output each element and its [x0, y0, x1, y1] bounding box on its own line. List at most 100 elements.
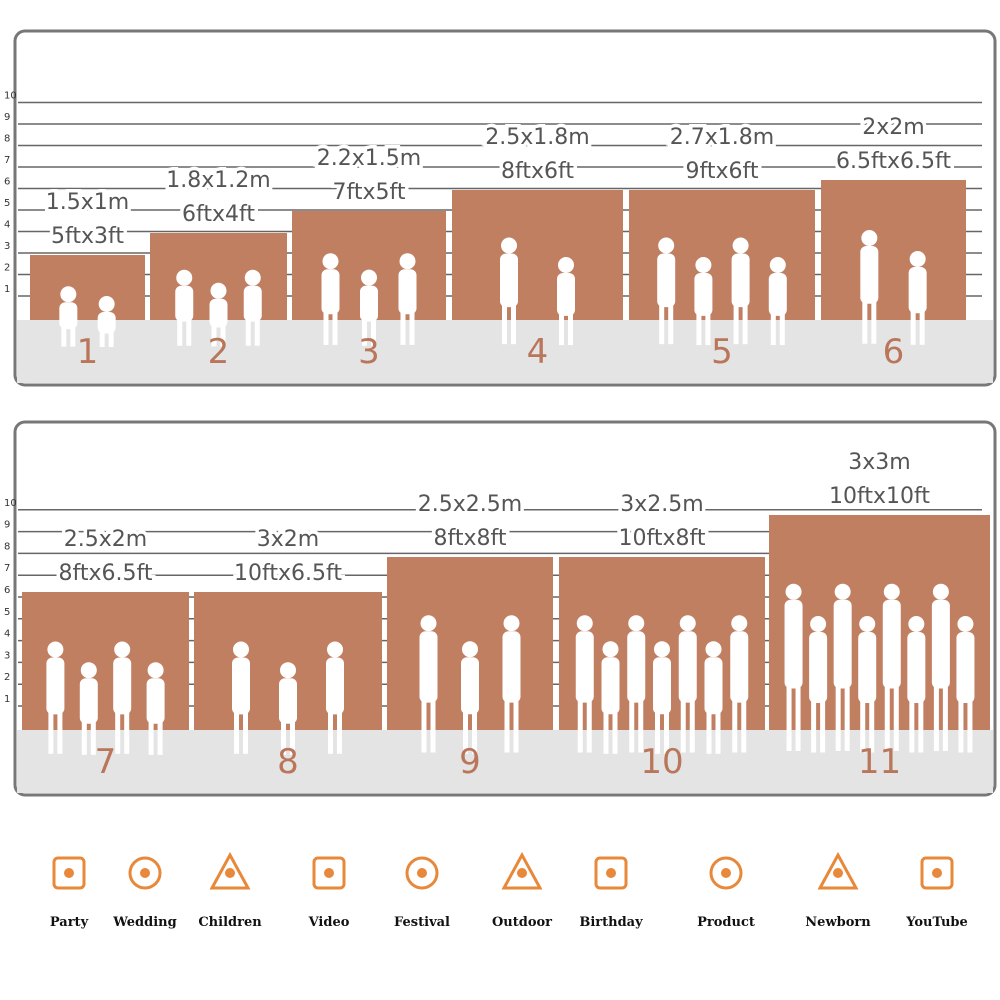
icon-shape: [932, 868, 942, 878]
silhouette: [742, 305, 748, 345]
silhouette: [908, 267, 927, 314]
scale-label: 2: [4, 672, 10, 683]
silhouette: [220, 325, 226, 347]
silhouette: [861, 230, 878, 246]
icon-shape: [417, 868, 427, 878]
silhouette: [883, 583, 900, 600]
usage-icon: [128, 856, 162, 890]
size-imperial: 10ftx6.5ft: [234, 561, 342, 586]
silhouette: [586, 700, 592, 753]
silhouette: [243, 712, 248, 754]
silhouette: [694, 273, 713, 316]
size-imperial: 7ftx5ft: [333, 180, 406, 205]
silhouette: [715, 712, 721, 754]
silhouette: [603, 712, 609, 754]
size-metric: 3x2.5m: [620, 492, 703, 517]
silhouette: [70, 327, 76, 347]
silhouette: [79, 678, 98, 724]
silhouette: [834, 583, 851, 600]
silhouette: [557, 273, 575, 316]
usage-icon: [501, 851, 543, 890]
silhouette: [810, 616, 827, 632]
silhouette: [695, 257, 712, 273]
silhouette: [80, 662, 97, 679]
silhouette: [882, 599, 901, 689]
usage-label: Product: [697, 915, 755, 930]
icon-shape: [128, 856, 162, 890]
silhouette: [679, 615, 696, 632]
silhouette: [860, 700, 866, 753]
silhouette: [577, 700, 583, 753]
silhouette: [501, 237, 517, 254]
scale-label: 10: [4, 498, 17, 509]
silhouette: [833, 599, 852, 689]
silhouette: [211, 325, 217, 347]
size-metric: 2.5x1.8m: [485, 125, 589, 150]
scale-label: 2: [4, 263, 10, 274]
silhouette: [768, 273, 787, 316]
silhouette: [858, 632, 877, 703]
silhouette: [210, 282, 227, 299]
icon-shape: [920, 856, 954, 890]
silhouette: [638, 700, 644, 753]
silhouette: [60, 286, 77, 303]
silhouette: [399, 253, 416, 270]
silhouette: [770, 313, 776, 346]
size-number: 5: [711, 332, 733, 372]
silhouette: [209, 298, 228, 328]
silhouette: [705, 313, 711, 346]
silhouette: [653, 657, 671, 715]
size-number: 9: [459, 742, 481, 782]
usage-label: Party: [50, 915, 89, 930]
silhouette: [731, 615, 748, 632]
icon-shape: [209, 851, 251, 890]
silhouette: [321, 269, 340, 315]
silhouette: [81, 721, 87, 755]
icon-shape: [833, 868, 843, 878]
silhouette: [323, 312, 329, 345]
size-imperial: 10ftx8ft: [619, 526, 706, 551]
silhouette: [400, 312, 406, 345]
silhouette: [245, 319, 251, 346]
size-imperial: 9ftx6ft: [686, 159, 759, 184]
size-number: 10: [640, 742, 683, 782]
silhouette: [177, 319, 183, 346]
silhouette: [932, 583, 949, 600]
size-metric: 3x2m: [257, 527, 319, 552]
silhouette: [409, 312, 415, 345]
silhouette: [601, 657, 620, 715]
backdrop: [629, 190, 815, 320]
size-number: 8: [277, 742, 299, 782]
usage-icon: [709, 856, 743, 890]
size-number: 1: [77, 332, 99, 372]
silhouette: [910, 311, 916, 345]
silhouette: [844, 686, 850, 751]
silhouette: [860, 246, 879, 304]
scale-label: 5: [4, 607, 10, 618]
silhouette: [430, 700, 436, 753]
silhouette: [124, 712, 130, 754]
silhouette: [612, 712, 618, 754]
silhouette: [730, 631, 749, 703]
icon-shape: [324, 868, 334, 878]
silhouette: [463, 712, 468, 754]
size-metric: 3x3m: [848, 450, 910, 475]
usage-label: Newborn: [805, 915, 871, 930]
scale-label: 7: [4, 563, 10, 574]
usage-label: Children: [198, 915, 262, 930]
usage-icon: [920, 856, 954, 890]
silhouette: [575, 631, 594, 703]
scale-label: 9: [4, 112, 10, 123]
scale-label: 4: [4, 629, 10, 640]
icon-shape: [594, 856, 628, 890]
silhouette: [371, 319, 376, 346]
silhouette: [678, 631, 697, 703]
usage-icon: [817, 851, 859, 890]
silhouette: [254, 319, 260, 346]
silhouette: [909, 251, 926, 267]
silhouette: [328, 712, 333, 754]
size-number: 2: [208, 332, 230, 372]
silhouette: [741, 700, 747, 753]
